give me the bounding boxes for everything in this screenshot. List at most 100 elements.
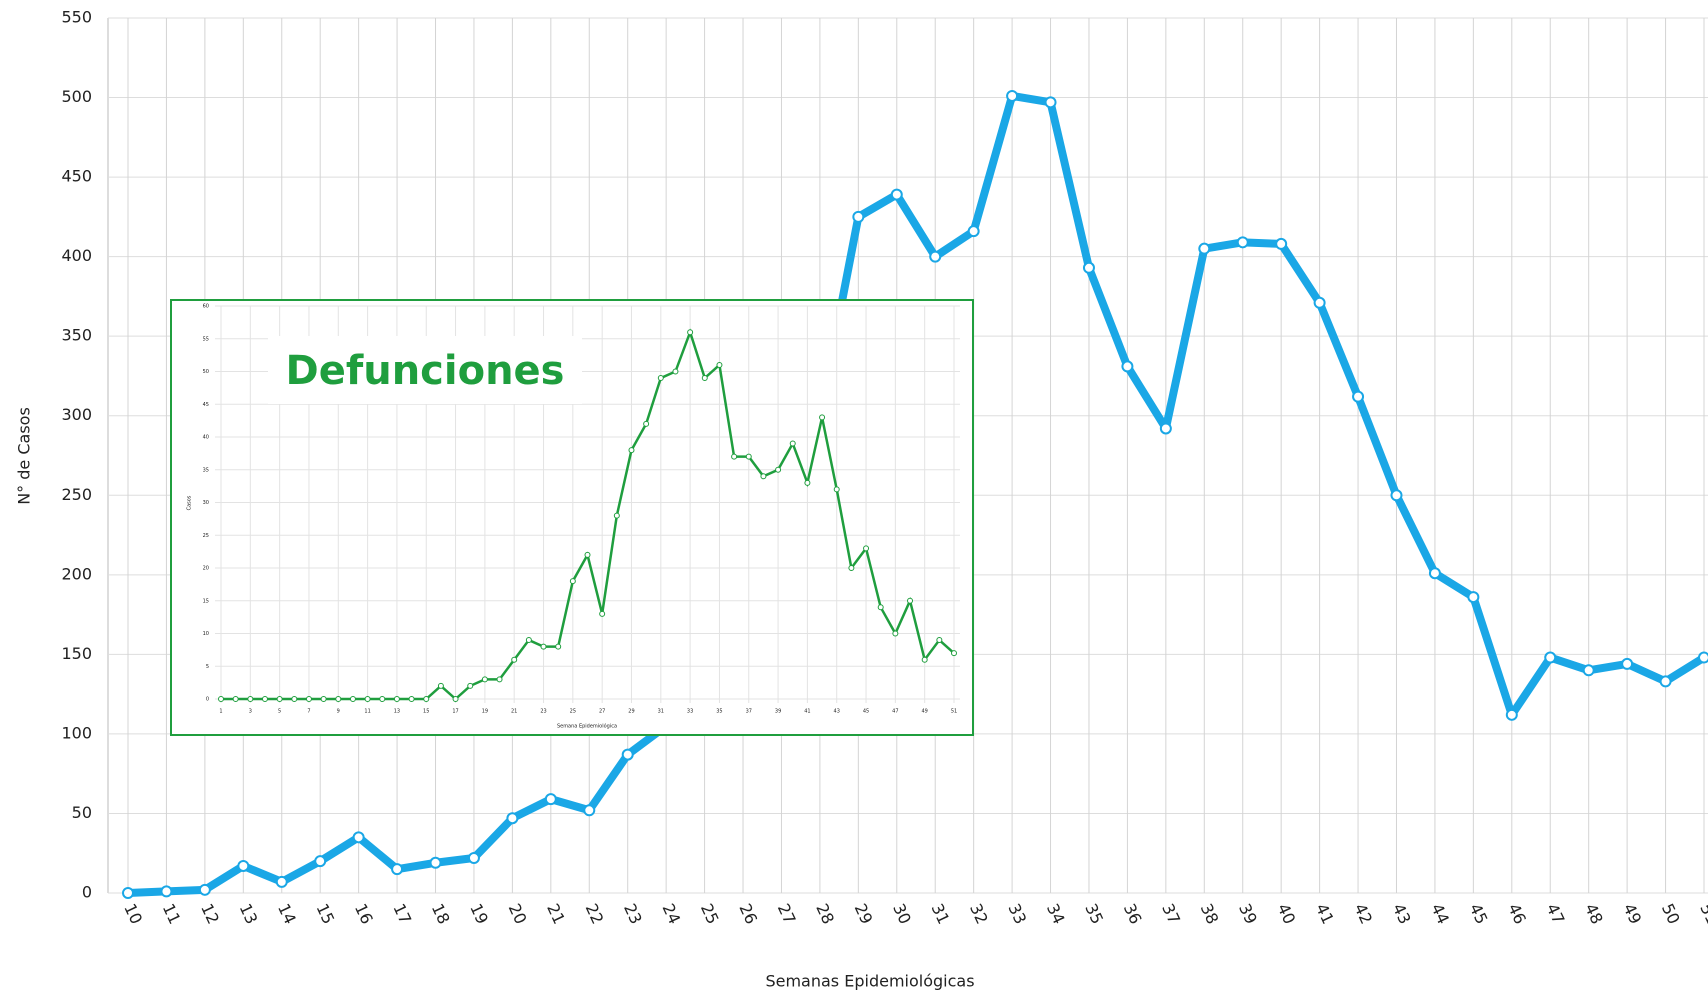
point bbox=[160, 885, 173, 898]
point bbox=[628, 447, 635, 454]
y-tick-label: 35 bbox=[203, 467, 209, 473]
point bbox=[261, 696, 268, 702]
point bbox=[437, 682, 444, 689]
point bbox=[555, 643, 562, 650]
x-tick-label: 11 bbox=[364, 709, 370, 715]
point bbox=[1006, 89, 1019, 102]
point bbox=[951, 650, 957, 657]
point bbox=[511, 656, 518, 663]
x-tick-label: 14 bbox=[274, 901, 300, 927]
y-tick-label: 450 bbox=[61, 167, 92, 186]
x-tick-label: 33 bbox=[1004, 901, 1030, 927]
y-axis-label: N° de Casos bbox=[15, 407, 34, 505]
point bbox=[232, 696, 239, 702]
y-tick-label: 25 bbox=[203, 533, 209, 539]
x-tick-label: 25 bbox=[570, 709, 576, 715]
point bbox=[467, 852, 480, 864]
x-tick-label: 51 bbox=[951, 709, 957, 715]
y-tick-label: 60 bbox=[203, 304, 209, 310]
point bbox=[320, 696, 327, 702]
point bbox=[921, 656, 928, 663]
x-tick-label: 16 bbox=[351, 901, 377, 927]
point bbox=[364, 696, 371, 702]
point bbox=[1121, 360, 1134, 373]
point bbox=[745, 453, 752, 460]
y-tick-label: 10 bbox=[203, 631, 209, 637]
x-tick-label: 32 bbox=[966, 901, 992, 927]
x-tick-label: 5 bbox=[278, 709, 281, 715]
y-tick-label: 200 bbox=[61, 564, 92, 583]
point bbox=[760, 473, 767, 480]
x-tick-label: 20 bbox=[505, 901, 531, 927]
point bbox=[352, 831, 365, 844]
point bbox=[393, 696, 400, 702]
point bbox=[819, 414, 826, 421]
y-tick-label: 100 bbox=[61, 723, 92, 742]
point bbox=[569, 578, 576, 585]
point bbox=[525, 637, 532, 644]
point bbox=[247, 696, 254, 702]
point bbox=[1044, 96, 1057, 109]
point bbox=[335, 696, 342, 702]
y-tick-label: 5 bbox=[206, 664, 209, 670]
point bbox=[621, 748, 634, 761]
point bbox=[408, 696, 415, 702]
y-tick-label: 20 bbox=[203, 566, 209, 572]
point bbox=[1659, 675, 1672, 688]
x-tick-label: 15 bbox=[312, 901, 338, 927]
y-tick-label: 400 bbox=[61, 246, 92, 265]
x-tick-label: 23 bbox=[620, 901, 646, 927]
x-tick-label: 9 bbox=[337, 709, 340, 715]
x-tick-label: 47 bbox=[1543, 901, 1569, 927]
point bbox=[1313, 296, 1326, 309]
x-tick-label: 24 bbox=[658, 901, 684, 927]
point bbox=[481, 676, 488, 683]
x-tick-label: 21 bbox=[511, 709, 517, 715]
point bbox=[701, 375, 708, 382]
y-tick-label: 30 bbox=[203, 500, 209, 506]
x-tick-label: 30 bbox=[889, 901, 915, 927]
y-tick-label: 250 bbox=[61, 485, 92, 504]
point bbox=[584, 551, 591, 558]
x-tick-label: 45 bbox=[1466, 901, 1492, 927]
x-axis-label: Semanas Epidemiológicas bbox=[765, 972, 974, 991]
x-tick-label: 44 bbox=[1427, 901, 1453, 927]
x-tick-label: 39 bbox=[775, 709, 781, 715]
x-tick-label: 19 bbox=[482, 709, 488, 715]
x-tick-label: 3 bbox=[249, 709, 252, 715]
x-tick-label: 1 bbox=[219, 709, 222, 715]
point bbox=[1428, 567, 1441, 580]
x-tick-label: 19 bbox=[466, 901, 492, 927]
point bbox=[314, 855, 327, 868]
point bbox=[237, 859, 250, 872]
x-tick-label: 49 bbox=[1619, 901, 1645, 927]
point bbox=[276, 696, 283, 702]
point bbox=[1582, 664, 1595, 677]
x-tick-label: 31 bbox=[928, 901, 954, 927]
point bbox=[852, 210, 865, 223]
x-tick-label: 21 bbox=[543, 901, 569, 927]
point bbox=[467, 682, 474, 689]
x-tick-label: 40 bbox=[1273, 901, 1299, 927]
x-tick-label: 41 bbox=[1312, 901, 1338, 927]
point bbox=[349, 696, 356, 702]
x-tick-label: 39 bbox=[1235, 901, 1261, 927]
point bbox=[1352, 390, 1365, 403]
x-tick-label: 17 bbox=[452, 709, 458, 715]
point bbox=[731, 453, 738, 460]
point bbox=[687, 329, 694, 336]
y-tick-label: 40 bbox=[203, 435, 209, 441]
point bbox=[936, 637, 943, 644]
point bbox=[775, 466, 782, 473]
point bbox=[218, 696, 224, 702]
y-tick-label: 50 bbox=[72, 803, 92, 822]
point bbox=[452, 696, 459, 702]
point bbox=[892, 630, 899, 637]
point bbox=[1467, 591, 1480, 604]
x-tick-label: 13 bbox=[394, 709, 400, 715]
x-tick-label: 22 bbox=[582, 901, 608, 927]
point bbox=[672, 368, 679, 375]
x-tick-label: 43 bbox=[834, 709, 840, 715]
point bbox=[599, 610, 606, 617]
